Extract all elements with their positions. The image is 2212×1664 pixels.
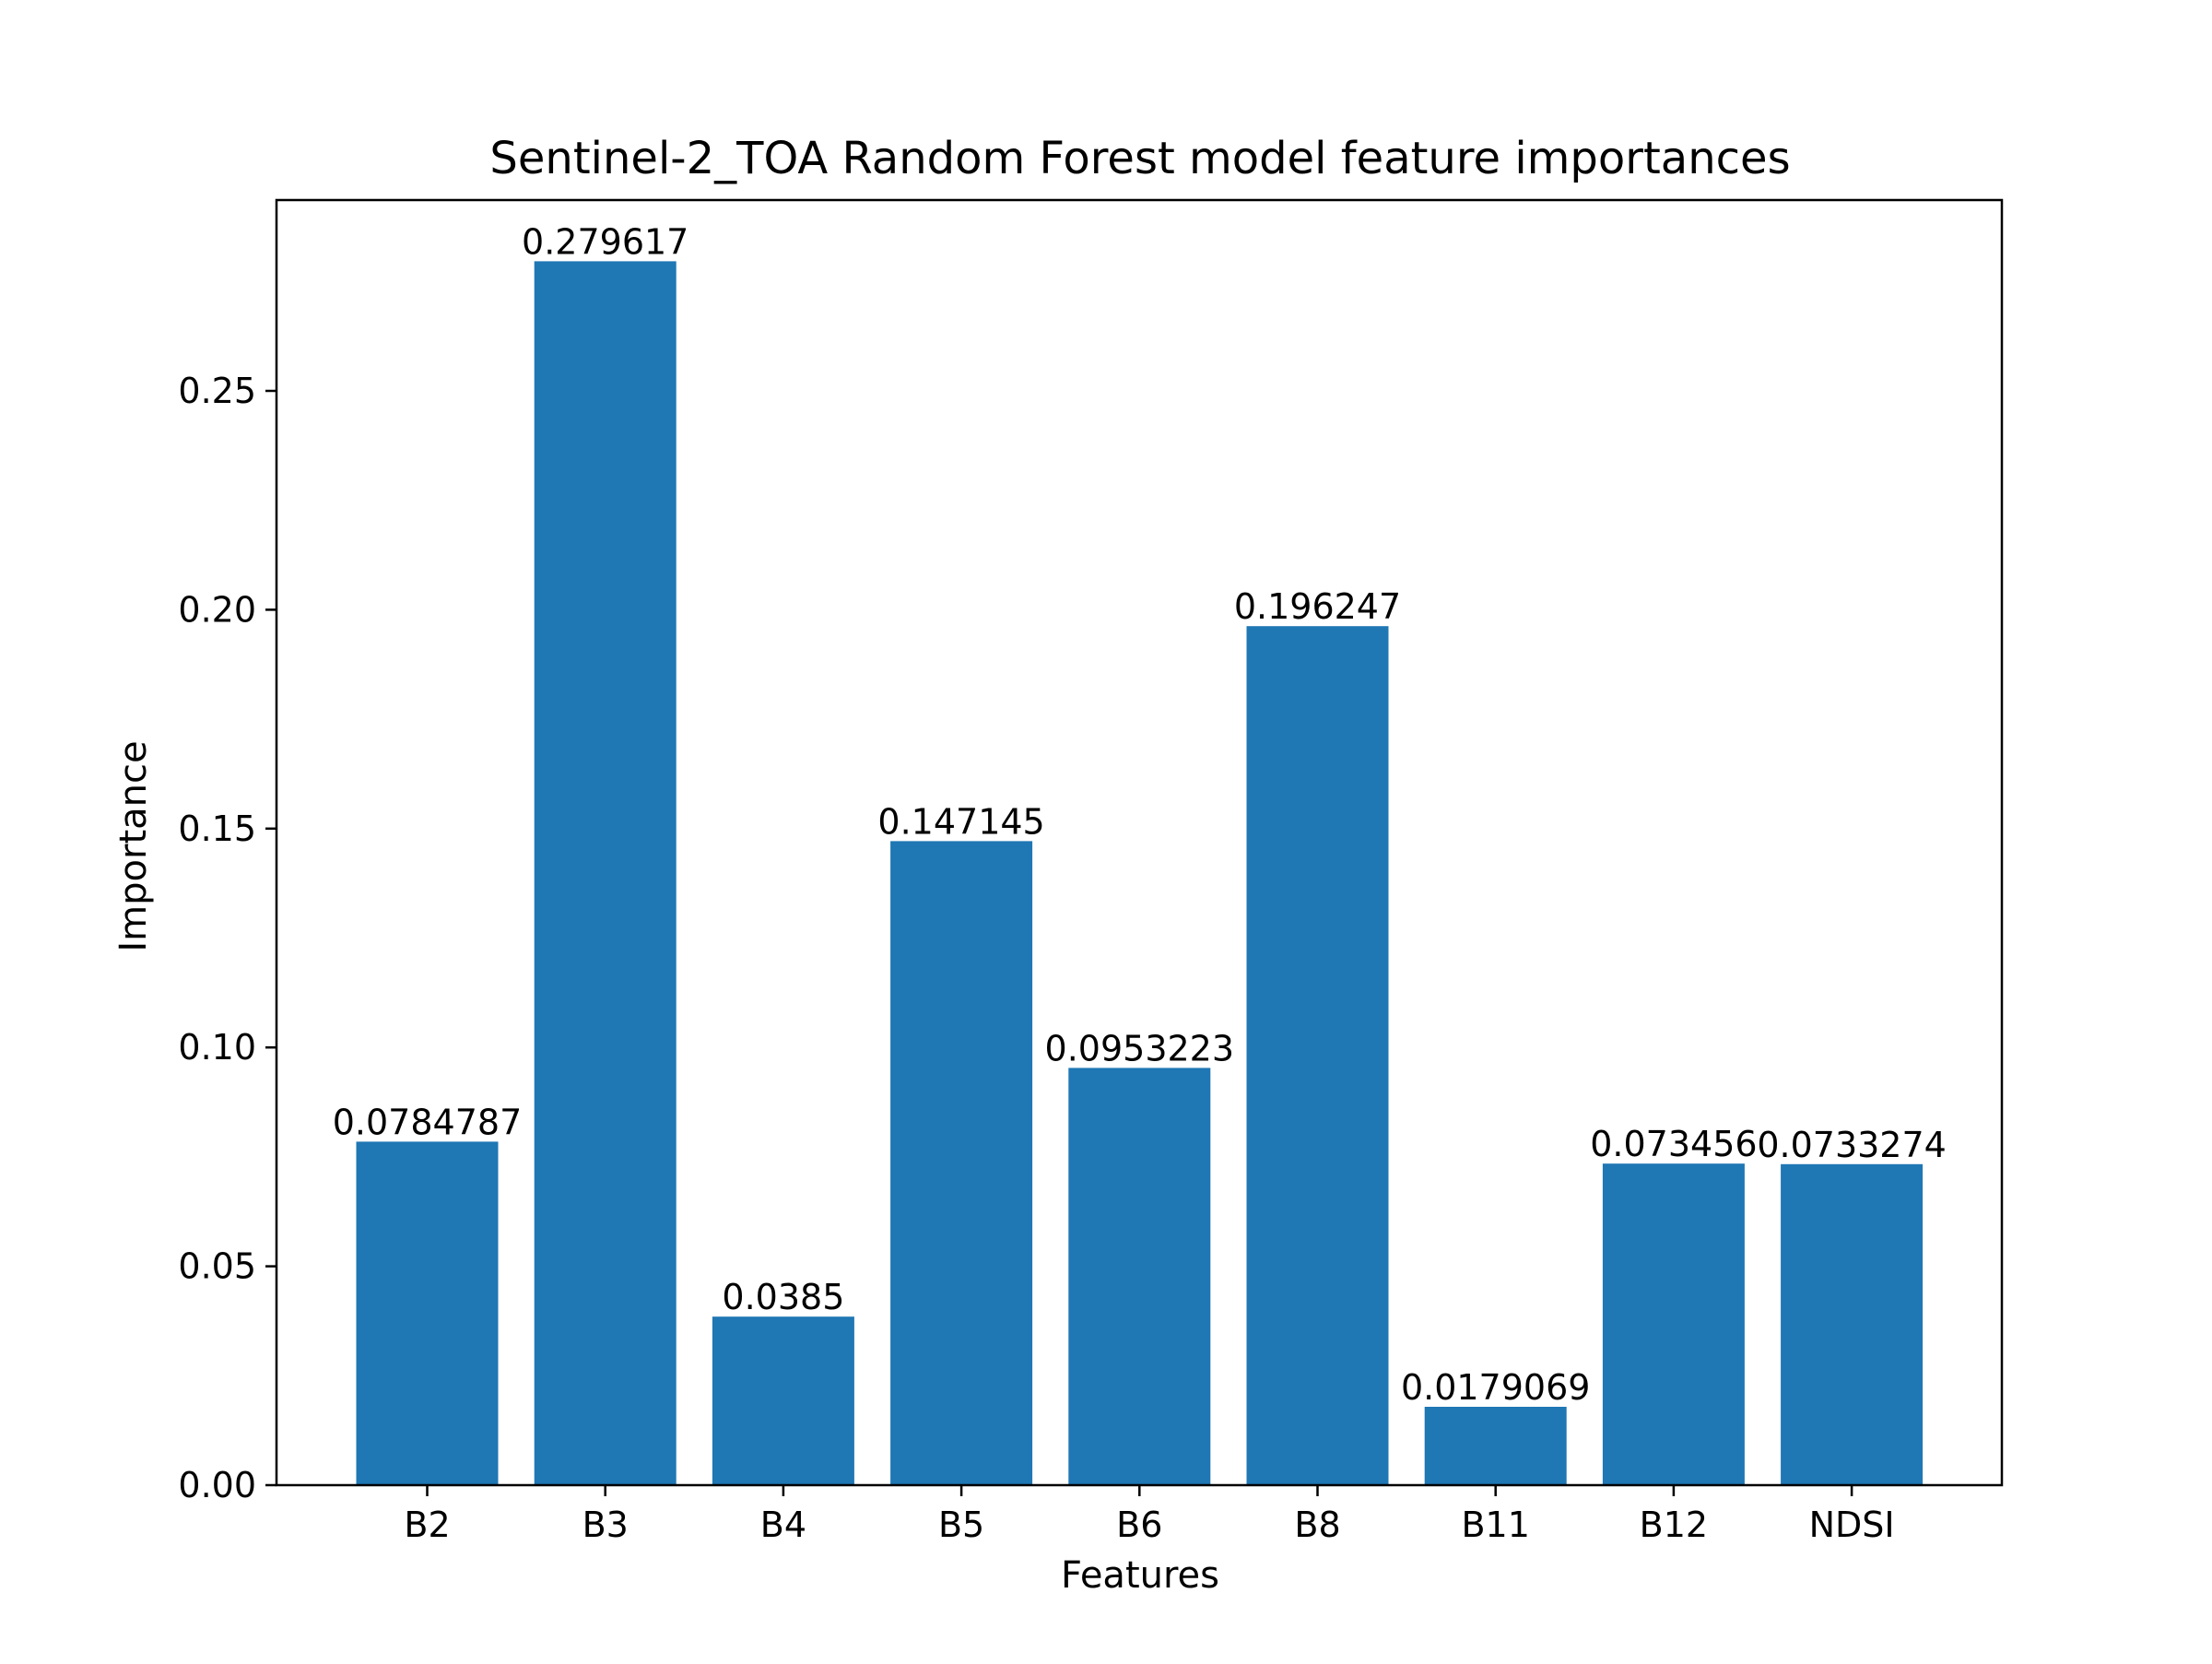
y-axis-ticks: 0.00 0.05 0.10 0.15 0.20 0.25 xyxy=(178,371,276,1505)
x-axis-ticks: B2 B3 B4 B5 B6 B8 B11 B12 NDSI xyxy=(404,1485,1895,1545)
data-label-b4: 0.0385 xyxy=(722,1277,844,1317)
bar-b2 xyxy=(356,1141,499,1485)
data-label-b11: 0.0179069 xyxy=(1401,1367,1591,1408)
y-tick-label: 0.25 xyxy=(178,371,256,411)
y-tick-label: 0.00 xyxy=(178,1465,256,1505)
y-axis-label: Importance xyxy=(112,740,155,951)
plot-frame xyxy=(275,198,2004,1487)
bars-layer xyxy=(356,261,1924,1485)
bar-b8 xyxy=(1246,626,1389,1485)
x-tick-label-ndsi: NDSI xyxy=(1809,1505,1895,1545)
data-label-b8: 0.196247 xyxy=(1234,586,1401,627)
x-tick-label-b12: B12 xyxy=(1640,1505,1708,1545)
data-label-b3: 0.279617 xyxy=(522,221,688,262)
x-axis-label: Features xyxy=(1061,1554,1219,1597)
y-tick-label: 0.10 xyxy=(178,1027,256,1068)
data-label-b2: 0.0784787 xyxy=(333,1102,523,1142)
y-tick-label: 0.20 xyxy=(178,589,256,630)
y-tick-label: 0.05 xyxy=(178,1246,256,1287)
bar-b11 xyxy=(1424,1407,1567,1485)
bar-b6 xyxy=(1068,1068,1211,1485)
chart-title: Sentinel-2_TOA Random Forest model featu… xyxy=(489,133,1790,184)
x-tick-label-b5: B5 xyxy=(938,1505,984,1545)
data-label-b5: 0.147145 xyxy=(877,801,1044,842)
data-label-b6: 0.0953223 xyxy=(1045,1028,1235,1068)
y-tick-label: 0.15 xyxy=(178,808,256,849)
bar-b12 xyxy=(1602,1163,1745,1485)
data-label-b12: 0.073456 xyxy=(1590,1124,1757,1164)
x-tick-label-b8: B8 xyxy=(1294,1505,1340,1545)
bar-ndsi xyxy=(1781,1163,1924,1485)
x-tick-label-b3: B3 xyxy=(582,1505,629,1545)
x-tick-label-b11: B11 xyxy=(1461,1505,1529,1545)
bar-b3 xyxy=(534,261,677,1485)
bar-b4 xyxy=(712,1316,854,1485)
x-tick-label-b6: B6 xyxy=(1116,1505,1162,1545)
x-tick-label-b4: B4 xyxy=(760,1505,806,1545)
x-tick-label-b2: B2 xyxy=(404,1505,450,1545)
data-label-ndsi: 0.0733274 xyxy=(1757,1125,1947,1165)
bar-labels-layer: 0.0784787 0.279617 0.0385 0.147145 0.0953223… xyxy=(333,221,1947,1408)
bar-b5 xyxy=(890,841,1033,1485)
